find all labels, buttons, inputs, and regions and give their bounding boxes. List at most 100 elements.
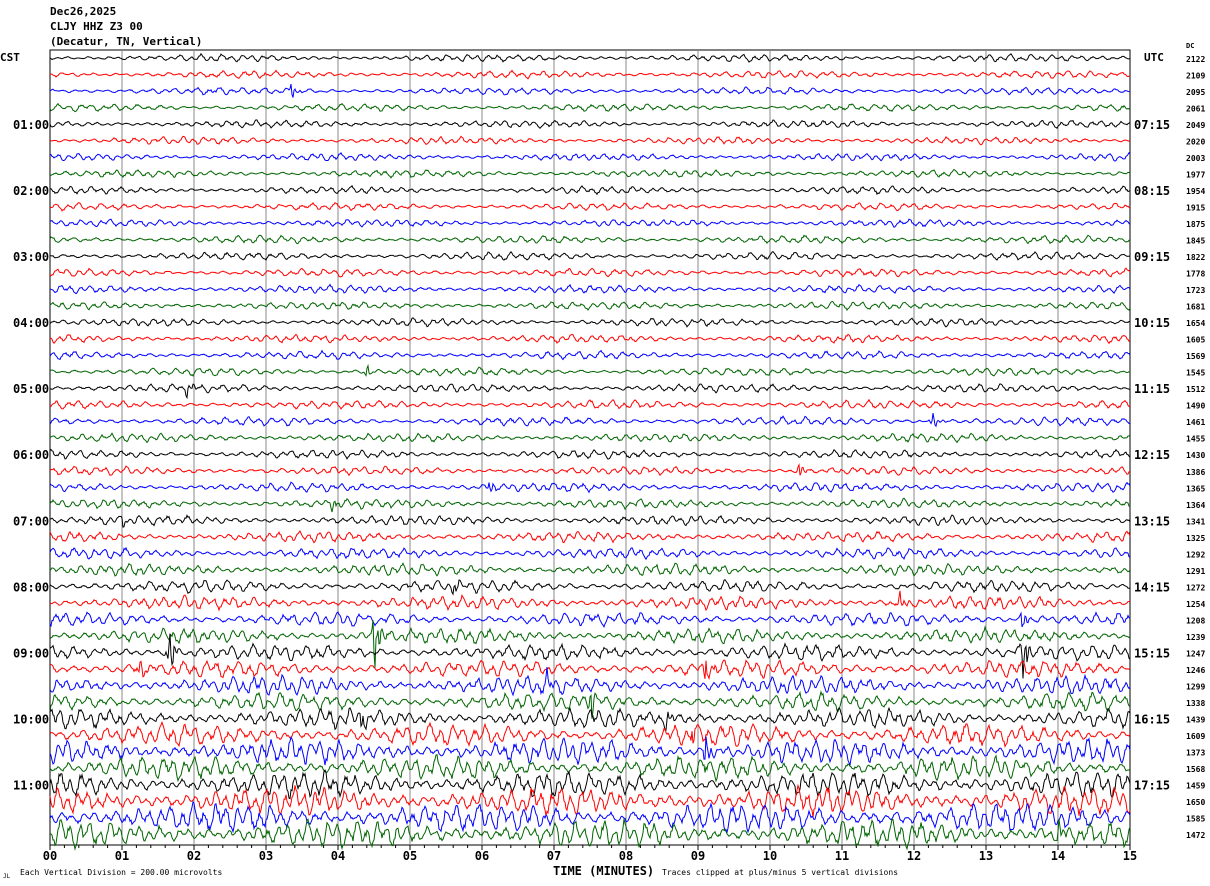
dc-offset-label: 1609 bbox=[1186, 732, 1205, 741]
seismic-trace bbox=[49, 83, 1131, 98]
dc-offset-label: 1299 bbox=[1186, 682, 1205, 691]
seismic-trace bbox=[49, 611, 1131, 629]
seismic-trace bbox=[50, 514, 1131, 528]
seismic-trace bbox=[49, 363, 1130, 377]
cst-hour-label: 06:00 bbox=[13, 448, 49, 462]
utc-hour-label: 17:15 bbox=[1134, 778, 1170, 792]
seismic-trace bbox=[49, 754, 1131, 783]
dc-offset-label: 1954 bbox=[1186, 187, 1205, 196]
seismic-trace bbox=[49, 497, 1131, 513]
cst-hour-label: 03:00 bbox=[13, 250, 49, 264]
dc-offset-label: 1247 bbox=[1186, 649, 1205, 658]
seismic-trace bbox=[49, 620, 1131, 668]
utc-hour-label: 10:15 bbox=[1134, 316, 1170, 330]
seismic-trace bbox=[49, 317, 1130, 328]
dc-offset-label: 1246 bbox=[1186, 666, 1205, 675]
cst-hour-label: 10:00 bbox=[13, 712, 49, 726]
utc-axis-title: UTC bbox=[1144, 51, 1164, 64]
cst-hour-label: 05:00 bbox=[13, 382, 49, 396]
dc-offset-label: 1292 bbox=[1186, 550, 1205, 559]
dc-offset-label: 1439 bbox=[1186, 715, 1205, 724]
x-tick-label: 04 bbox=[331, 849, 345, 863]
dc-offset-label: 1778 bbox=[1186, 270, 1205, 279]
dc-offset-label: 1291 bbox=[1186, 567, 1205, 576]
dc-offset-label: 2109 bbox=[1186, 72, 1205, 81]
scale-note: Each Vertical Division = 200.00 microvol… bbox=[20, 868, 223, 877]
cst-hour-label: 04:00 bbox=[13, 316, 49, 330]
dc-offset-label: 1490 bbox=[1186, 402, 1205, 411]
seismic-trace bbox=[49, 119, 1131, 130]
clip-note: Traces clipped at plus/minus 5 vertical … bbox=[662, 868, 899, 877]
seismic-trace bbox=[49, 102, 1131, 113]
cst-hour-label: 09:00 bbox=[13, 646, 49, 660]
seismic-trace bbox=[49, 462, 1131, 477]
x-tick-label: 13 bbox=[979, 849, 993, 863]
seismic-trace bbox=[49, 666, 1131, 697]
cst-axis-title: CST bbox=[0, 51, 20, 64]
x-tick-label: 03 bbox=[259, 849, 273, 863]
seismic-trace bbox=[49, 267, 1131, 278]
utc-hour-label: 15:15 bbox=[1134, 646, 1170, 660]
seismic-trace bbox=[49, 633, 1131, 679]
seismic-trace bbox=[49, 769, 1131, 800]
seismic-trace bbox=[49, 52, 1131, 63]
seismic-trace bbox=[49, 706, 1131, 731]
utc-hour-label: 08:15 bbox=[1134, 184, 1170, 198]
x-tick-label: 05 bbox=[403, 849, 417, 863]
seismic-trace bbox=[49, 783, 1131, 818]
seismic-trace bbox=[49, 349, 1131, 361]
dc-offset-label: 1325 bbox=[1186, 534, 1205, 543]
dc-offset-label: 1364 bbox=[1186, 501, 1205, 510]
x-tick-label: 01 bbox=[115, 849, 129, 863]
dc-offset-label: 1650 bbox=[1186, 798, 1205, 807]
dc-offset-label: 1654 bbox=[1186, 319, 1205, 328]
utc-hour-label: 14:15 bbox=[1134, 580, 1170, 594]
dc-offset-label: 2049 bbox=[1186, 121, 1205, 130]
dc-offset-label: 2095 bbox=[1186, 88, 1205, 97]
dc-offset-label: 1512 bbox=[1186, 385, 1205, 394]
dc-offset-label: 1254 bbox=[1186, 600, 1205, 609]
seismic-trace bbox=[49, 659, 1131, 681]
dc-title: DC bbox=[1186, 42, 1194, 50]
cst-hour-label: 01:00 bbox=[13, 118, 49, 132]
x-tick-label: 00 bbox=[43, 849, 57, 863]
station-label: CLJY HHZ Z3 00 bbox=[50, 20, 143, 33]
dc-offset-label: 1681 bbox=[1186, 303, 1205, 312]
x-axis-title: TIME (MINUTES) bbox=[553, 864, 655, 878]
seismic-trace bbox=[49, 333, 1131, 345]
cst-hour-label: 08:00 bbox=[13, 580, 49, 594]
dc-offset-label: 1338 bbox=[1186, 699, 1205, 708]
dc-offset-label: 2122 bbox=[1186, 55, 1205, 64]
dc-offset-label: 1386 bbox=[1186, 468, 1205, 477]
x-tick-label: 07 bbox=[547, 849, 561, 863]
x-tick-label: 06 bbox=[475, 849, 489, 863]
dc-offset-label: 1545 bbox=[1186, 369, 1205, 378]
seismic-trace bbox=[49, 481, 1131, 494]
utc-hour-label: 12:15 bbox=[1134, 448, 1170, 462]
utc-hour-label: 07:15 bbox=[1134, 118, 1170, 132]
dc-offset-label: 1585 bbox=[1186, 814, 1205, 823]
utc-hour-label: 09:15 bbox=[1134, 250, 1170, 264]
seismic-trace bbox=[49, 720, 1131, 748]
seismic-trace bbox=[49, 690, 1131, 719]
seismic-trace bbox=[49, 135, 1131, 146]
x-tick-label: 11 bbox=[835, 849, 849, 863]
seismic-trace bbox=[49, 168, 1131, 179]
dc-offset-label: 1459 bbox=[1186, 781, 1205, 790]
dc-offset-label: 1208 bbox=[1186, 616, 1205, 625]
seismic-trace bbox=[49, 151, 1131, 162]
dc-offset-label: 1723 bbox=[1186, 286, 1205, 295]
seismic-trace bbox=[49, 530, 1131, 544]
dc-offset-label: 1341 bbox=[1186, 517, 1205, 526]
cst-hour-label: 07:00 bbox=[13, 514, 49, 528]
dc-offset-label: 1272 bbox=[1186, 583, 1205, 592]
dc-offset-label: 1239 bbox=[1186, 633, 1205, 642]
dc-offset-label: 1822 bbox=[1186, 253, 1205, 262]
seismic-trace bbox=[49, 383, 1131, 400]
seismic-trace bbox=[49, 448, 1131, 460]
dc-offset-label: 1875 bbox=[1186, 220, 1205, 229]
seismic-trace bbox=[49, 218, 1131, 228]
seismic-trace bbox=[49, 735, 1131, 768]
utc-hour-label: 11:15 bbox=[1134, 382, 1170, 396]
dc-offset-label: 1605 bbox=[1186, 336, 1205, 345]
